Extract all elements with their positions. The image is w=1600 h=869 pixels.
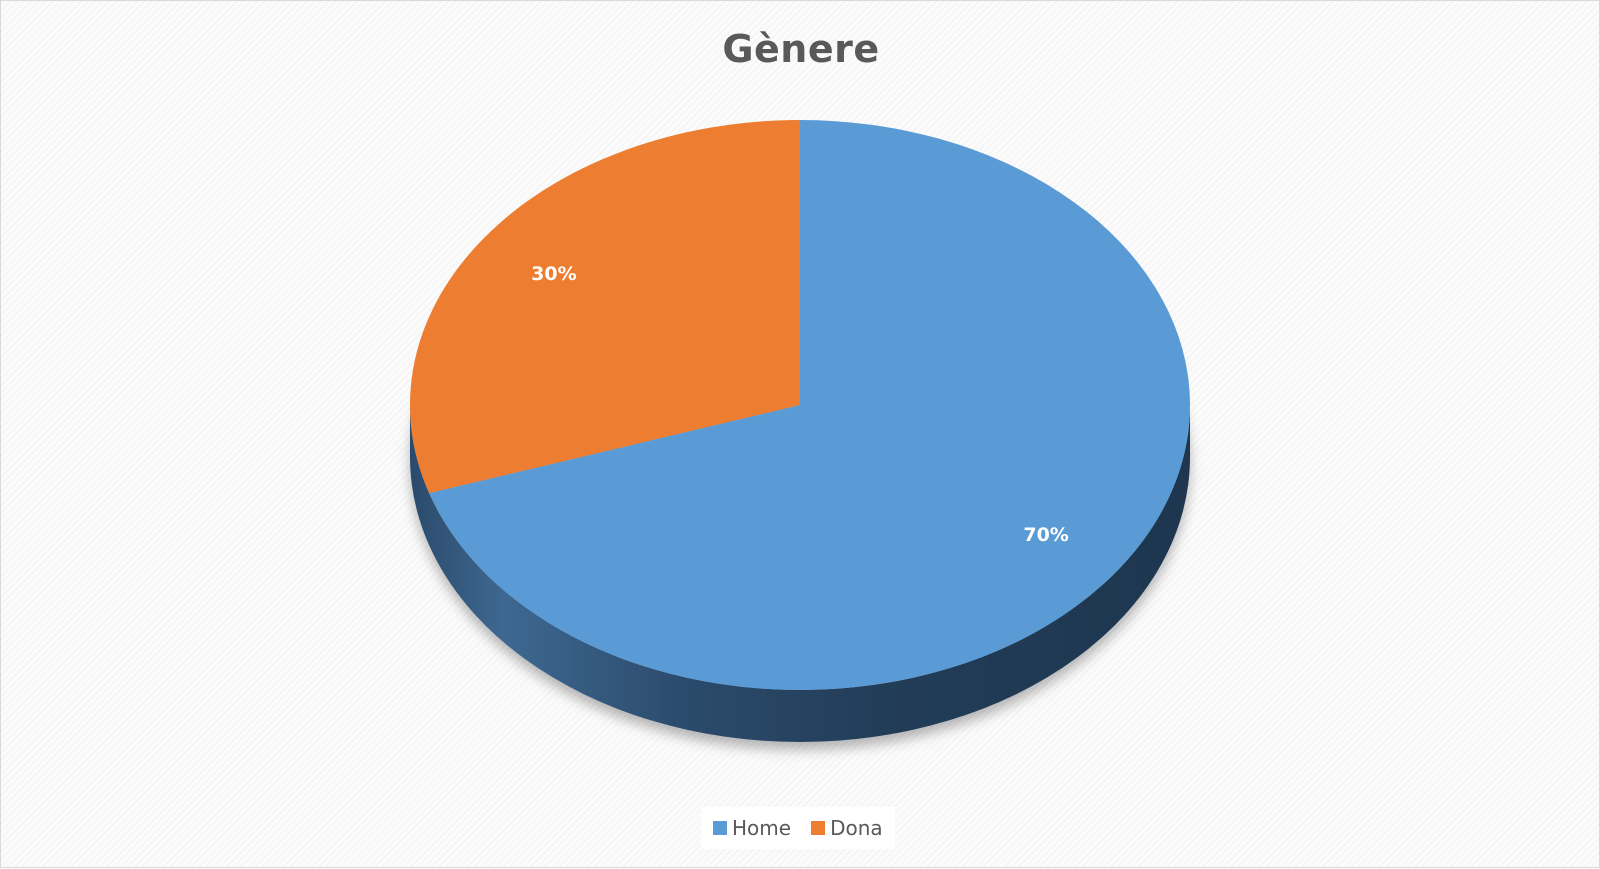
pie-side-wall (410, 405, 1190, 742)
legend-label-dona: Dona (830, 816, 883, 840)
data-label-home: 70% (1023, 524, 1068, 546)
legend-item-home: Home (713, 816, 791, 840)
pie-slice-dona (409, 120, 800, 494)
legend-label-home: Home (732, 816, 792, 840)
legend-swatch-home (713, 821, 727, 835)
chart-title: Gènere (722, 27, 880, 71)
pie-slice-home (429, 120, 1190, 690)
legend-swatch-dona (811, 821, 826, 835)
legend-item-dona: Dona (811, 816, 883, 840)
data-label-dona: 30% (531, 263, 576, 285)
legend: Home Dona (701, 807, 895, 849)
